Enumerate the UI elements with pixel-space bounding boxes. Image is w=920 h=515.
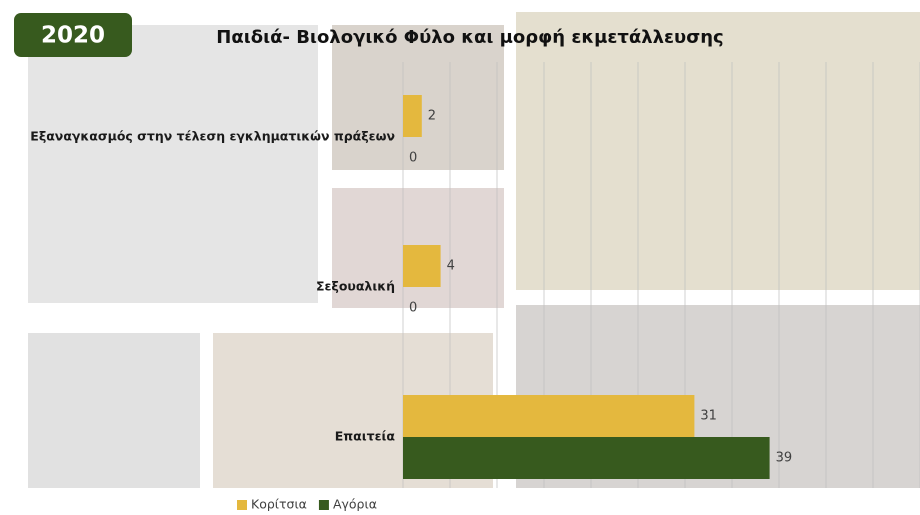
category-label: Εξαναγκασμός στην τέλεση εγκληματικών πρ… [30, 129, 395, 144]
value-label: 2 [428, 109, 436, 124]
value-label: 0 [409, 151, 417, 166]
value-label: 0 [409, 301, 417, 316]
badge-box [14, 13, 132, 57]
legend-label: Αγόρια [333, 497, 377, 512]
bar [403, 395, 695, 437]
value-label: 39 [776, 451, 793, 466]
category-label: Σεξουαλική [316, 279, 395, 294]
value-label: 4 [447, 259, 455, 274]
bar [403, 245, 441, 287]
value-label: 31 [700, 409, 717, 424]
legend-swatch [318, 500, 329, 510]
badge: 2020 [41, 23, 105, 49]
chart-title: Παιδιά- Βιολογικό Φύλο και μορφή εκμετάλ… [216, 27, 723, 48]
legend-swatch [237, 500, 247, 510]
category-label: Επαιτεία [335, 429, 396, 444]
bar [403, 437, 770, 479]
bar [403, 95, 422, 137]
legend-label: Κορίτσια [251, 497, 307, 512]
